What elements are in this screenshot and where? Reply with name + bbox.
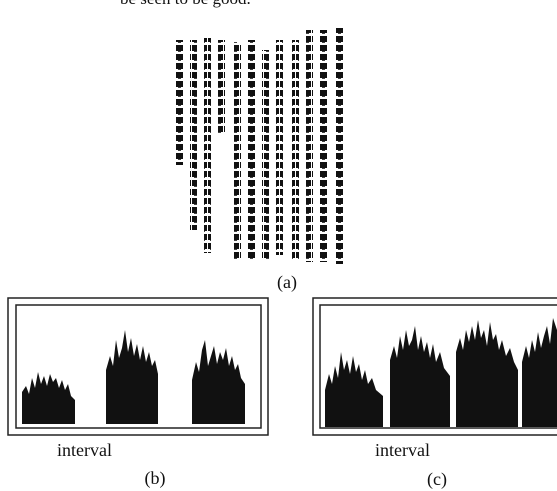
histogram xyxy=(325,318,557,427)
figure: be seen to be good. (a) interval (b) int… xyxy=(0,0,557,491)
panel-label: (c) xyxy=(427,469,447,490)
axis-label: interval xyxy=(57,440,112,460)
panel-label: (a) xyxy=(277,272,297,293)
text-image xyxy=(176,28,344,264)
caption-top: be seen to be good. xyxy=(120,0,251,8)
histogram xyxy=(22,330,245,424)
page: be seen to be good. (a) interval (b) int… xyxy=(0,0,557,491)
axis-label: interval xyxy=(375,440,430,460)
panel-label: (b) xyxy=(145,468,166,489)
